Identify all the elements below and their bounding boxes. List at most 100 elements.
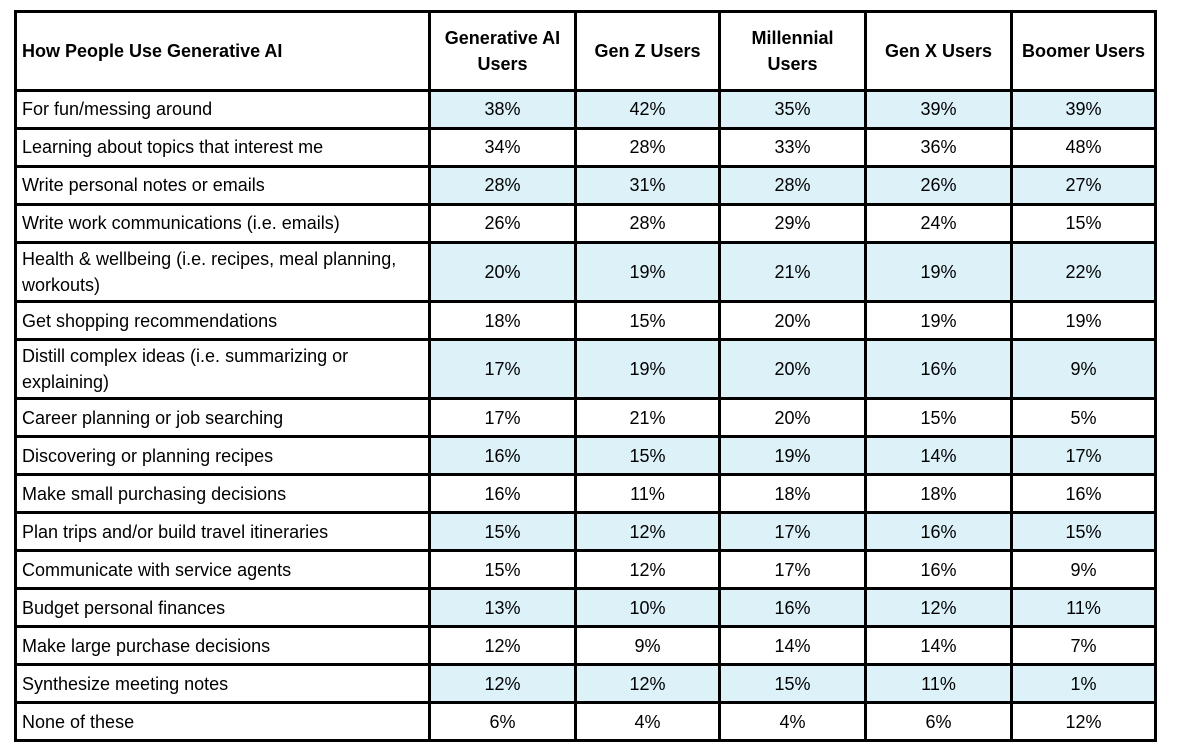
value-cell: 26%: [428, 203, 577, 244]
value-cell: 6%: [864, 701, 1013, 742]
table-row: Budget personal finances 13% 10% 16% 12%…: [14, 587, 1157, 629]
value-cell: 19%: [864, 300, 1013, 342]
row-label-cell: Career planning or job searching: [14, 397, 431, 439]
row-label-cell: Write personal notes or emails: [14, 165, 431, 206]
table-row: Write personal notes or emails 28% 31% 2…: [14, 165, 1157, 206]
row-label-cell: Health & wellbeing (i.e. recipes, meal p…: [14, 240, 431, 304]
value-cell: 15%: [574, 300, 721, 342]
value-cell: 33%: [718, 127, 867, 168]
row-label-cell: Get shopping recommendations: [14, 300, 431, 342]
value-cell: 38%: [428, 89, 577, 130]
value-cell: 7%: [1010, 625, 1157, 667]
value-cell: 35%: [718, 89, 867, 130]
value-cell: 12%: [428, 625, 577, 667]
row-label-cell: Budget personal finances: [14, 587, 431, 629]
value-cell: 1%: [1010, 663, 1157, 705]
column-header-millennial-users: Millennial Users: [718, 10, 867, 92]
value-cell: 20%: [718, 397, 867, 439]
table-row: Discovering or planning recipes 16% 15% …: [14, 435, 1157, 477]
value-cell: 16%: [1010, 473, 1157, 515]
generative-ai-usage-table-container: How People Use Generative AI Generative …: [14, 10, 1157, 742]
table-row: Health & wellbeing (i.e. recipes, meal p…: [14, 240, 1157, 304]
table-title-header-cell: How People Use Generative AI: [14, 10, 431, 92]
row-label-cell: Distill complex ideas (i.e. summarizing …: [14, 338, 431, 401]
value-cell: 11%: [1010, 587, 1157, 629]
column-header-generative-ai-users: Generative AI Users: [428, 10, 577, 92]
value-cell: 14%: [864, 435, 1013, 477]
value-cell: 15%: [428, 511, 577, 553]
value-cell: 42%: [574, 89, 721, 130]
value-cell: 16%: [864, 511, 1013, 553]
value-cell: 12%: [574, 663, 721, 705]
value-cell: 21%: [574, 397, 721, 439]
value-cell: 28%: [718, 165, 867, 206]
value-cell: 17%: [718, 549, 867, 591]
row-label-cell: Make small purchasing decisions: [14, 473, 431, 515]
row-label-cell: Discovering or planning recipes: [14, 435, 431, 477]
value-cell: 12%: [864, 587, 1013, 629]
row-label-cell: Plan trips and/or build travel itinerari…: [14, 511, 431, 553]
row-label-cell: Write work communications (i.e. emails): [14, 203, 431, 244]
row-label-cell: Communicate with service agents: [14, 549, 431, 591]
column-header-gen-x-users: Gen X Users: [864, 10, 1013, 92]
table-row: Career planning or job searching 17% 21%…: [14, 397, 1157, 439]
value-cell: 28%: [574, 127, 721, 168]
value-cell: 15%: [864, 397, 1013, 439]
value-cell: 17%: [1010, 435, 1157, 477]
value-cell: 5%: [1010, 397, 1157, 439]
value-cell: 15%: [1010, 203, 1157, 244]
value-cell: 20%: [718, 338, 867, 401]
value-cell: 15%: [574, 435, 721, 477]
value-cell: 19%: [574, 240, 721, 304]
table-row: Make large purchase decisions 12% 9% 14%…: [14, 625, 1157, 667]
value-cell: 12%: [428, 663, 577, 705]
table-row: Write work communications (i.e. emails) …: [14, 203, 1157, 244]
value-cell: 29%: [718, 203, 867, 244]
value-cell: 19%: [718, 435, 867, 477]
value-cell: 9%: [574, 625, 721, 667]
value-cell: 18%: [864, 473, 1013, 515]
value-cell: 16%: [864, 338, 1013, 401]
row-label-cell: Learning about topics that interest me: [14, 127, 431, 168]
value-cell: 48%: [1010, 127, 1157, 168]
value-cell: 13%: [428, 587, 577, 629]
value-cell: 11%: [574, 473, 721, 515]
table-row: Distill complex ideas (i.e. summarizing …: [14, 338, 1157, 401]
value-cell: 14%: [718, 625, 867, 667]
row-label-cell: None of these: [14, 701, 431, 742]
value-cell: 16%: [428, 473, 577, 515]
value-cell: 12%: [574, 549, 721, 591]
table-row: Communicate with service agents 15% 12% …: [14, 549, 1157, 591]
header-row: How People Use Generative AI Generative …: [14, 10, 1157, 92]
value-cell: 19%: [1010, 300, 1157, 342]
table-row: None of these 6% 4% 4% 6% 12%: [14, 701, 1157, 742]
row-label-cell: Make large purchase decisions: [14, 625, 431, 667]
value-cell: 20%: [428, 240, 577, 304]
value-cell: 15%: [1010, 511, 1157, 553]
value-cell: 27%: [1010, 165, 1157, 206]
value-cell: 12%: [1010, 701, 1157, 742]
value-cell: 22%: [1010, 240, 1157, 304]
table-row: Plan trips and/or build travel itinerari…: [14, 511, 1157, 553]
value-cell: 28%: [574, 203, 721, 244]
row-label-cell: Synthesize meeting notes: [14, 663, 431, 705]
value-cell: 9%: [1010, 549, 1157, 591]
value-cell: 28%: [428, 165, 577, 206]
value-cell: 39%: [864, 89, 1013, 130]
table-row: Get shopping recommendations 18% 15% 20%…: [14, 300, 1157, 342]
table-row: Make small purchasing decisions 16% 11% …: [14, 473, 1157, 515]
table-row: Synthesize meeting notes 12% 12% 15% 11%…: [14, 663, 1157, 705]
value-cell: 18%: [718, 473, 867, 515]
value-cell: 18%: [428, 300, 577, 342]
value-cell: 12%: [574, 511, 721, 553]
value-cell: 4%: [718, 701, 867, 742]
value-cell: 34%: [428, 127, 577, 168]
value-cell: 11%: [864, 663, 1013, 705]
value-cell: 16%: [718, 587, 867, 629]
value-cell: 17%: [428, 338, 577, 401]
value-cell: 24%: [864, 203, 1013, 244]
column-header-boomer-users: Boomer Users: [1010, 10, 1157, 92]
value-cell: 15%: [428, 549, 577, 591]
value-cell: 19%: [864, 240, 1013, 304]
value-cell: 21%: [718, 240, 867, 304]
